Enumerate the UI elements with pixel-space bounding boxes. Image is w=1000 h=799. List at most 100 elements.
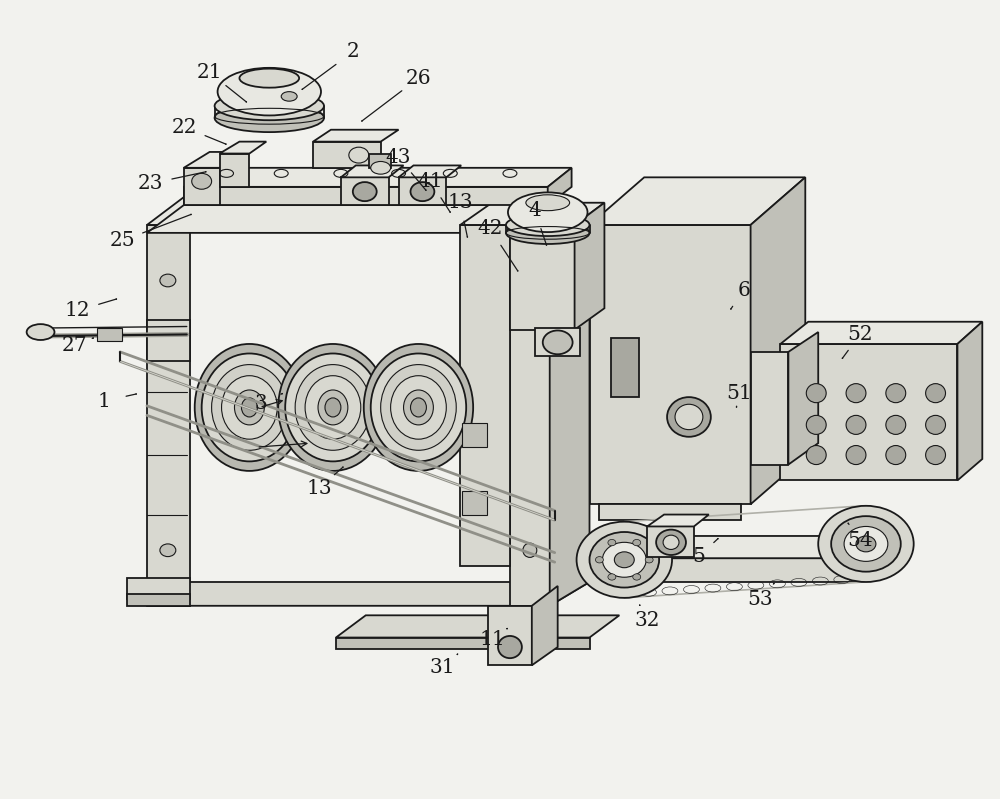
Text: 11: 11 — [479, 630, 505, 649]
Ellipse shape — [202, 353, 297, 461]
Ellipse shape — [633, 574, 641, 580]
Polygon shape — [510, 233, 550, 606]
Polygon shape — [220, 141, 266, 153]
Ellipse shape — [806, 415, 826, 435]
Ellipse shape — [595, 557, 603, 563]
Polygon shape — [313, 141, 381, 168]
Text: 4: 4 — [528, 201, 541, 221]
Ellipse shape — [371, 353, 466, 461]
Ellipse shape — [215, 92, 324, 120]
Ellipse shape — [577, 522, 672, 598]
Polygon shape — [147, 225, 190, 606]
Text: 27: 27 — [62, 336, 87, 355]
Bar — [611, 338, 639, 397]
Polygon shape — [184, 152, 243, 168]
Ellipse shape — [234, 390, 264, 425]
Ellipse shape — [239, 69, 299, 88]
Ellipse shape — [285, 353, 381, 461]
Ellipse shape — [498, 636, 522, 658]
Polygon shape — [590, 225, 751, 504]
Ellipse shape — [160, 544, 176, 557]
Ellipse shape — [846, 446, 866, 464]
Ellipse shape — [523, 297, 537, 312]
Ellipse shape — [404, 390, 433, 425]
Ellipse shape — [608, 539, 616, 546]
Text: 21: 21 — [197, 63, 222, 82]
Bar — [462, 423, 487, 447]
Ellipse shape — [886, 384, 906, 403]
Text: 25: 25 — [109, 232, 135, 250]
Ellipse shape — [926, 384, 946, 403]
Ellipse shape — [663, 535, 679, 550]
Polygon shape — [751, 352, 788, 464]
Ellipse shape — [192, 173, 212, 189]
Ellipse shape — [353, 182, 377, 201]
Ellipse shape — [195, 344, 304, 471]
Polygon shape — [535, 328, 580, 356]
Polygon shape — [184, 168, 220, 205]
Ellipse shape — [381, 364, 456, 451]
Polygon shape — [127, 594, 190, 606]
Ellipse shape — [667, 397, 711, 437]
Ellipse shape — [543, 331, 573, 354]
Polygon shape — [399, 165, 461, 177]
Ellipse shape — [508, 193, 588, 232]
Polygon shape — [184, 187, 548, 205]
Ellipse shape — [856, 536, 876, 552]
Text: 26: 26 — [406, 69, 431, 88]
Ellipse shape — [215, 104, 324, 132]
Ellipse shape — [305, 376, 361, 439]
Polygon shape — [336, 638, 590, 650]
Ellipse shape — [602, 543, 646, 577]
Text: 13: 13 — [447, 193, 473, 213]
Ellipse shape — [160, 274, 176, 287]
Text: 23: 23 — [137, 174, 163, 193]
Ellipse shape — [364, 344, 473, 471]
Polygon shape — [341, 177, 389, 205]
Polygon shape — [313, 129, 399, 141]
Polygon shape — [399, 177, 446, 205]
Text: 1: 1 — [98, 392, 111, 411]
Text: 52: 52 — [847, 325, 873, 344]
Ellipse shape — [818, 506, 914, 582]
Text: 22: 22 — [172, 117, 198, 137]
Polygon shape — [751, 177, 805, 504]
Ellipse shape — [526, 195, 570, 211]
Text: 41: 41 — [418, 172, 443, 191]
Ellipse shape — [806, 446, 826, 464]
Bar — [97, 328, 122, 341]
Ellipse shape — [241, 398, 257, 417]
Text: 43: 43 — [386, 148, 411, 167]
Ellipse shape — [222, 376, 277, 439]
Ellipse shape — [831, 516, 901, 571]
Polygon shape — [532, 586, 558, 666]
Ellipse shape — [411, 182, 434, 201]
Polygon shape — [647, 527, 694, 557]
Polygon shape — [780, 322, 982, 344]
Polygon shape — [647, 515, 709, 527]
Ellipse shape — [281, 92, 297, 101]
Polygon shape — [575, 203, 604, 330]
Ellipse shape — [846, 384, 866, 403]
Ellipse shape — [590, 532, 659, 587]
Ellipse shape — [506, 214, 590, 236]
Ellipse shape — [675, 404, 703, 430]
Polygon shape — [510, 205, 590, 233]
Ellipse shape — [523, 249, 537, 264]
Bar — [369, 153, 391, 168]
Ellipse shape — [371, 161, 391, 174]
Ellipse shape — [410, 398, 426, 417]
Ellipse shape — [391, 376, 446, 439]
Text: 5: 5 — [692, 547, 705, 566]
Ellipse shape — [212, 364, 287, 451]
Text: 32: 32 — [634, 610, 660, 630]
Polygon shape — [590, 177, 805, 225]
Polygon shape — [127, 578, 190, 599]
Ellipse shape — [218, 68, 321, 115]
Text: 42: 42 — [477, 220, 503, 238]
Polygon shape — [788, 332, 818, 464]
Ellipse shape — [506, 222, 590, 244]
Polygon shape — [548, 168, 572, 205]
Ellipse shape — [656, 530, 686, 555]
Polygon shape — [336, 615, 619, 638]
